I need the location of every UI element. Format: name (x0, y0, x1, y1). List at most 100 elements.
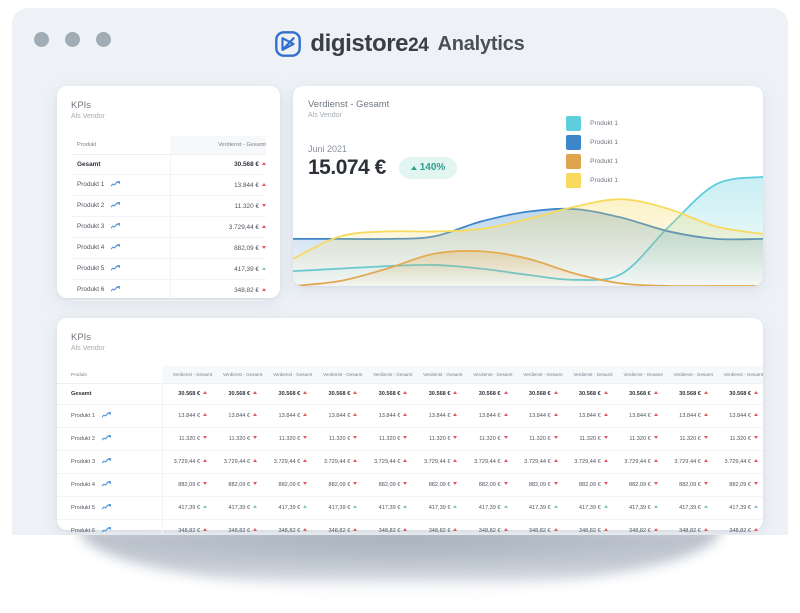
kpi-small-table: Produkt Verdienst - Gesamt Gesamt 30.568 … (71, 136, 266, 301)
trend-down-icon (453, 482, 458, 485)
product-label: Produkt 2 (71, 436, 95, 442)
legend-item[interactable]: Produkt 1 (566, 133, 618, 151)
column-header-verdienst[interactable]: Verdienst - Gesamt (462, 366, 513, 384)
trend-up-icon (754, 391, 758, 394)
table-row[interactable]: Produkt 2 11.320 € (71, 195, 266, 217)
table-row[interactable]: Gesamt 30.568 € 30.568 € 30.568 € 30.568 € 30… (57, 383, 763, 405)
value-text: 417,39 € (428, 505, 451, 511)
trend-flat-icon (203, 505, 208, 508)
trend-flat-icon (503, 505, 508, 508)
value-text: 30.568 € (578, 391, 601, 397)
sparkline-icon[interactable] (110, 265, 121, 273)
brand-name-text: digistore (310, 30, 409, 57)
column-header-verdienst[interactable]: Verdienst - Gesamt (212, 366, 263, 384)
trend-flat-icon (703, 505, 708, 508)
value-text: 417,39 € (729, 505, 751, 511)
minimize-dot-icon[interactable] (65, 32, 80, 47)
table-row[interactable]: Produkt 1 13.844 € (71, 174, 266, 196)
cell-value: 882,09 € (162, 473, 213, 497)
value-text: 882,09 € (478, 482, 501, 488)
sparkline-icon[interactable] (101, 481, 112, 489)
product-label: Produkt 4 (71, 482, 95, 488)
table-row[interactable]: Produkt 5 417,39 € (71, 258, 266, 280)
maximize-dot-icon[interactable] (96, 32, 111, 47)
column-header-produkt[interactable]: Produkt (71, 136, 171, 155)
column-header-verdienst[interactable]: Verdienst - Gesamt (162, 366, 213, 384)
legend-item[interactable]: Produkt 1 (566, 152, 618, 170)
window-reflection-glow (120, 529, 680, 569)
cell-value: 882,09 € (212, 473, 263, 497)
column-header-produkt[interactable]: Produkt (57, 366, 162, 384)
sparkline-icon[interactable] (101, 527, 112, 535)
cell-value: 3.729,44 € (512, 450, 563, 474)
legend-item[interactable]: Produkt 1 (566, 114, 618, 132)
value-text: 13.844 € (428, 413, 451, 419)
value-text: 882,09 € (629, 482, 651, 488)
table-row[interactable]: Produkt 6 348,82 € 348,82 € 348,82 € 348,82 … (57, 519, 763, 536)
table-row[interactable]: Gesamt 30.568 € (71, 154, 266, 175)
value-text: 882,09 € (679, 482, 701, 488)
table-row[interactable]: Produkt 4 882,09 € (71, 237, 266, 259)
trend-up-icon (503, 391, 508, 394)
legend-label: Produkt 1 (590, 157, 618, 165)
table-row[interactable]: Produkt 2 11.320 € 11.320 € 11.320 € 11.320 … (57, 427, 763, 451)
table-row[interactable]: Produkt 4 882,09 € 882,09 € 882,09 € 882,09 … (57, 473, 763, 497)
sparkline-icon[interactable] (110, 202, 121, 210)
column-header-verdienst[interactable]: Verdienst - Gesamt (170, 136, 266, 155)
sparkline-icon[interactable] (110, 181, 121, 189)
sparkline-icon[interactable] (110, 286, 121, 294)
table-header-row: Produkt Verdienst - Gesamt (71, 136, 266, 155)
sparkline-icon[interactable] (101, 435, 112, 443)
column-header-verdienst[interactable]: Verdienst - Gesamt (262, 366, 313, 384)
column-header-verdienst[interactable]: Verdienst - Gesamt (712, 366, 763, 384)
value-text: 417,39 € (679, 505, 701, 511)
column-header-verdienst[interactable]: Verdienst - Gesamt (562, 366, 613, 384)
cell-value: 13.844 € (612, 404, 663, 428)
sparkline-icon[interactable] (101, 504, 112, 512)
trend-up-icon (203, 391, 208, 394)
column-header-verdienst[interactable]: Verdienst - Gesamt (312, 366, 363, 384)
chart-plot-area[interactable] (293, 156, 763, 286)
chart-area-4 (293, 199, 763, 286)
sparkline-icon[interactable] (101, 412, 112, 420)
cell-value: 417,39 € (262, 496, 313, 520)
cell-value: 30.568 € (312, 383, 363, 405)
legend-item[interactable]: Produkt 1 (566, 171, 618, 189)
value-text: 348,82 € (378, 528, 401, 534)
cell-value: 13.844 € (170, 174, 266, 196)
value-text: 348,82 € (328, 528, 351, 534)
column-header-verdienst[interactable]: Verdienst - Gesamt (362, 366, 413, 384)
cell-value: 3.729,44 € (362, 450, 413, 474)
table-row[interactable]: Produkt 5 417,39 € 417,39 € 417,39 € 417,39 … (57, 496, 763, 520)
trend-up-icon (203, 459, 208, 462)
value-text: 30.568 € (428, 391, 451, 397)
trend-up-icon (603, 528, 608, 531)
trend-up-icon (703, 459, 708, 462)
column-header-verdienst[interactable]: Verdienst - Gesamt (412, 366, 463, 384)
brand-name-suffix: 24 (408, 35, 429, 56)
trend-up-icon (453, 459, 458, 462)
table-row[interactable]: Produkt 3 3.729,44 € (71, 216, 266, 238)
sparkline-icon[interactable] (110, 244, 121, 252)
table-row[interactable]: Produkt 1 13.844 € 13.844 € 13.844 € 13.844 … (57, 404, 763, 428)
cell-value: 348,82 € (262, 520, 312, 536)
value-text: 882,09 € (328, 482, 351, 488)
cell-value: 417,39 € (312, 496, 363, 520)
value-text: 13.844 € (478, 413, 501, 419)
column-header-verdienst[interactable]: Verdienst - Gesamt (612, 366, 663, 384)
table-row[interactable]: Produkt 6 348,82 € (71, 279, 266, 301)
cell-value: 30.568 € (662, 383, 713, 405)
sparkline-icon[interactable] (101, 458, 112, 466)
column-header-verdienst[interactable]: Verdienst - Gesamt (512, 366, 563, 384)
value-text: 11.320 € (679, 436, 701, 442)
close-dot-icon[interactable] (34, 32, 49, 47)
value-text: 3.729,44 € (624, 459, 651, 465)
value-text: 348,82 € (478, 528, 501, 534)
table-row[interactable]: Produkt 3 3.729,44 € 3.729,44 € 3.729,44 € 3… (57, 450, 763, 474)
cell-value: 11.320 € (462, 427, 513, 451)
sparkline-icon[interactable] (110, 223, 121, 231)
value-text: 417,39 € (629, 505, 651, 511)
cell-value: 417,39 € (462, 496, 513, 520)
column-header-verdienst[interactable]: Verdienst - Gesamt (662, 366, 713, 384)
cell-value: 11.320 € (162, 427, 213, 451)
